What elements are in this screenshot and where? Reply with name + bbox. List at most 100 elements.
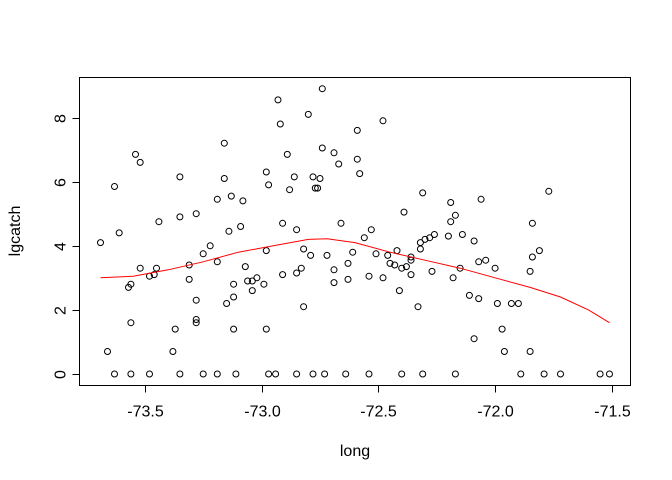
data-point <box>458 231 466 238</box>
data-point <box>372 250 380 258</box>
data-point <box>225 227 233 235</box>
data-point <box>239 197 247 205</box>
data-point <box>384 251 392 259</box>
data-point <box>220 139 228 147</box>
data-point <box>419 189 427 197</box>
data-point <box>430 231 438 238</box>
data-point <box>606 370 613 378</box>
data-point <box>136 158 144 166</box>
data-point <box>398 264 406 272</box>
plot-frame <box>79 77 631 386</box>
data-point <box>232 370 240 378</box>
data-point <box>419 370 427 378</box>
data-point <box>344 259 352 267</box>
data-point <box>155 218 163 226</box>
x-tick-label: -72.5 <box>360 404 397 421</box>
data-point <box>416 245 424 253</box>
y-axis: 0 2 4 6 8 <box>53 114 80 379</box>
data-point <box>330 266 338 274</box>
data-point <box>290 173 298 181</box>
data-point <box>220 175 228 182</box>
data-point <box>176 370 184 378</box>
data-point <box>272 370 280 378</box>
data-point <box>237 223 245 230</box>
data-point <box>526 348 534 355</box>
data-point <box>213 258 221 266</box>
data-point <box>428 267 436 275</box>
data-point <box>223 300 231 307</box>
data-point <box>447 218 455 226</box>
data-point <box>365 370 373 378</box>
data-point <box>318 144 326 152</box>
data-point <box>150 271 158 279</box>
data-point <box>293 370 301 378</box>
data-point <box>230 325 238 333</box>
data-point <box>176 213 184 221</box>
data-point <box>309 370 317 378</box>
data-point <box>192 319 200 327</box>
y-tick-label: 2 <box>53 306 70 315</box>
data-point <box>470 335 478 343</box>
data-point <box>274 96 282 104</box>
data-point <box>330 149 338 157</box>
data-point <box>300 303 308 311</box>
data-point <box>146 370 153 378</box>
x-tick-label: -73.5 <box>127 404 164 421</box>
data-point <box>314 184 322 192</box>
x-tick-label: -73.0 <box>244 404 281 421</box>
data-point <box>386 259 394 267</box>
data-point <box>262 168 270 176</box>
data-point <box>293 269 301 277</box>
data-point <box>132 150 139 158</box>
data-point <box>528 219 536 227</box>
data-point <box>265 181 273 189</box>
data-point <box>213 370 221 378</box>
data-point <box>321 370 329 378</box>
data-point <box>391 261 399 269</box>
data-point <box>456 264 464 272</box>
data-point <box>286 186 294 194</box>
data-point <box>451 211 459 219</box>
data-point <box>127 280 135 288</box>
data-point <box>475 258 483 266</box>
data-point <box>557 370 564 378</box>
data-point <box>482 256 490 264</box>
data-point <box>136 264 144 272</box>
data-point <box>514 300 522 307</box>
data-point <box>293 226 301 234</box>
data-point <box>535 247 543 255</box>
data-point <box>260 280 268 288</box>
data-point <box>447 199 455 206</box>
data-point <box>344 275 352 283</box>
data-point <box>111 183 118 190</box>
data-point <box>153 264 160 272</box>
data-point <box>115 229 123 237</box>
data-point <box>493 300 501 307</box>
data-point <box>241 263 249 271</box>
data-point <box>379 274 387 282</box>
data-point <box>451 370 459 378</box>
data-point <box>213 195 221 203</box>
data-point <box>426 234 434 242</box>
data-point <box>477 195 485 203</box>
data-point <box>465 291 473 299</box>
data-point <box>491 264 499 272</box>
data-point <box>342 370 350 378</box>
data-point <box>206 242 214 250</box>
y-tick-label: 0 <box>53 370 70 379</box>
data-point <box>400 208 408 216</box>
data-point <box>407 271 415 279</box>
data-point <box>318 85 326 93</box>
data-point <box>407 253 415 261</box>
data-point <box>127 319 135 327</box>
data-point <box>402 263 410 271</box>
data-point <box>330 279 338 287</box>
y-tick-label: 4 <box>53 242 70 251</box>
smooth-line <box>100 238 610 324</box>
data-point <box>353 126 361 134</box>
data-point <box>545 187 553 195</box>
data-point <box>169 348 177 355</box>
data-point <box>262 247 270 255</box>
data-point <box>337 219 345 227</box>
